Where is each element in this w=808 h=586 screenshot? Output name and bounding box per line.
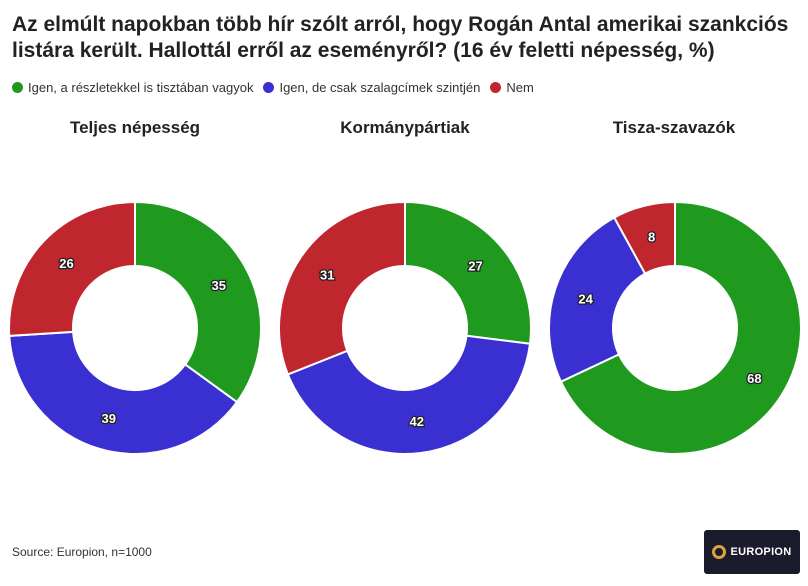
- legend-label-headlines: Igen, de csak szalagcímek szintjén: [279, 80, 481, 95]
- legend: Igen, a részletekkel is tisztában vagyok…: [12, 80, 534, 95]
- legend-item-headlines: Igen, de csak szalagcímek szintjén: [263, 80, 480, 95]
- donut-tisza-slice-details: [559, 200, 802, 455]
- donut-government-label-headlines: 42: [410, 414, 424, 429]
- legend-item-no: Nem: [490, 80, 534, 95]
- donut-tisza-label-headlines: 24: [578, 291, 593, 306]
- chart-title-main: Az elmúlt napokban több hír szólt arról,…: [12, 13, 789, 62]
- legend-item-details: Igen, a részletekkel is tisztában vagyok: [12, 80, 253, 95]
- donut-title-government: Kormánypártiak: [340, 118, 470, 137]
- donut-total-label-headlines: 39: [102, 411, 116, 426]
- europion-logo-icon: [712, 545, 727, 559]
- donut-government-label-no: 31: [320, 268, 334, 283]
- donut-tisza-label-no: 8: [648, 229, 655, 244]
- europion-logo-text: EUROPION: [730, 546, 792, 558]
- donut-title-total: Teljes népesség: [69, 118, 201, 137]
- donut-total-label-no: 26: [59, 256, 73, 271]
- donut-government-slice-headlines: [286, 334, 532, 455]
- legend-swatch-headlines: [263, 82, 275, 93]
- source-note: Source: Europion, n=1000: [12, 545, 152, 559]
- donut-government-label-details: 27: [468, 258, 482, 273]
- donut-title-tisza: Tisza-szavazók: [612, 118, 736, 137]
- donut-total-slice-details: [134, 200, 262, 404]
- donut-tisza-slice-no: [612, 200, 676, 276]
- donut-total-label-details: 35: [212, 278, 226, 293]
- donut-tisza-slice-headlines: [548, 216, 647, 383]
- legend-label-details: Igen, a részletekkel is tisztában vagyok: [28, 80, 254, 95]
- legend-swatch-details: [12, 82, 23, 93]
- donut-total-slice-headlines: [8, 330, 239, 455]
- donut-tisza-label-details: 68: [747, 371, 761, 386]
- donut-total-slice-no: [8, 200, 136, 337]
- donut-government-slice-no: [278, 200, 406, 376]
- legend-swatch-no: [490, 82, 502, 93]
- donut-government-slice-details: [404, 200, 532, 345]
- europion-logo: EUROPION: [704, 530, 800, 574]
- legend-label-no: Nem: [506, 80, 534, 95]
